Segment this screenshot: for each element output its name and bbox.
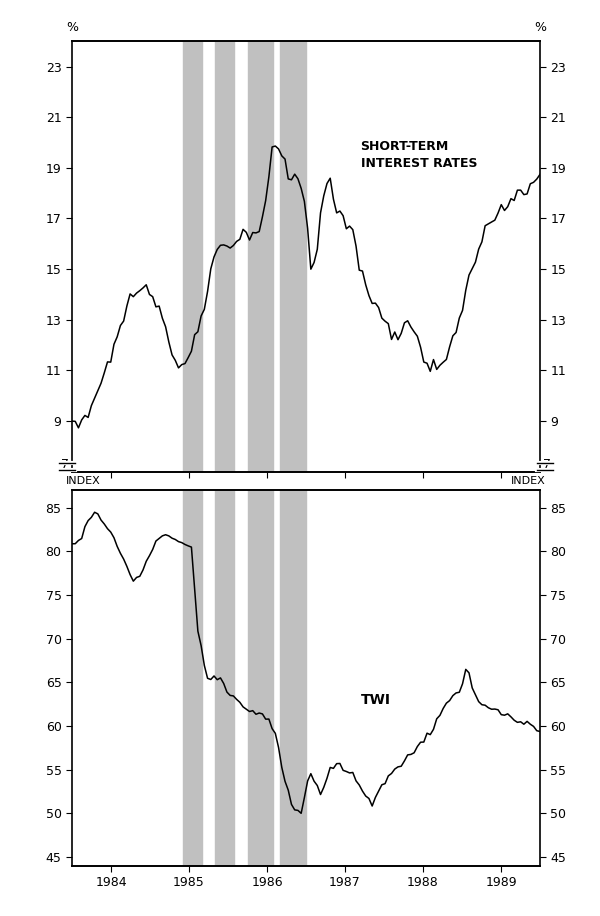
Bar — [248, 490, 273, 866]
Text: %: % — [66, 21, 78, 34]
Bar — [215, 41, 234, 472]
Text: SHORT-TERM
INTEREST RATES: SHORT-TERM INTEREST RATES — [361, 140, 477, 170]
Text: 7: 7 — [543, 458, 551, 471]
Text: INDEX: INDEX — [66, 476, 101, 486]
Bar — [183, 41, 202, 472]
Text: TWI: TWI — [361, 692, 391, 706]
Bar — [183, 490, 202, 866]
Bar — [215, 490, 234, 866]
Bar — [280, 490, 306, 866]
Bar — [248, 41, 273, 472]
Text: 7: 7 — [61, 458, 69, 471]
Bar — [280, 41, 306, 472]
Text: INDEX: INDEX — [511, 476, 546, 486]
Text: %: % — [534, 21, 546, 34]
